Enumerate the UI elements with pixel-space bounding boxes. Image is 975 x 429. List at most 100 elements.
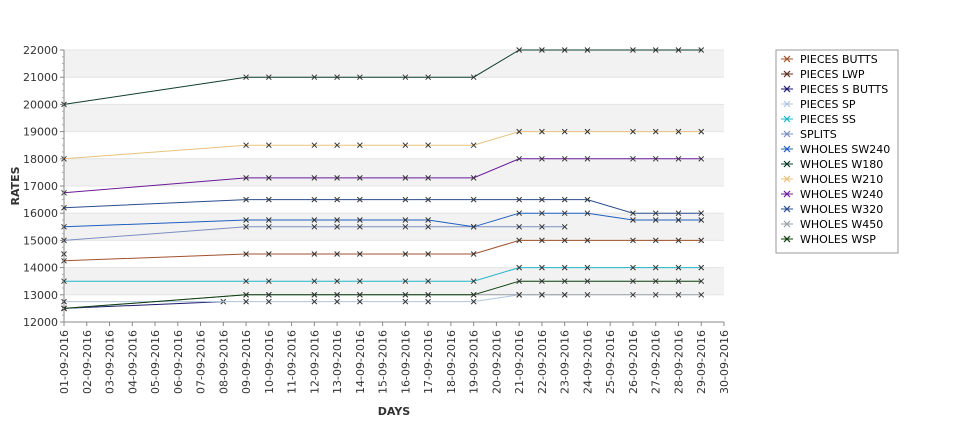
x-tick-label: 16-09-2016 xyxy=(399,330,412,394)
data-point xyxy=(698,210,705,217)
data-point xyxy=(652,210,659,217)
x-tick-label: 12-09-2016 xyxy=(308,330,321,394)
data-point xyxy=(402,298,409,305)
data-point xyxy=(265,142,272,149)
data-point xyxy=(652,155,659,162)
x-tick-label: 05-09-2016 xyxy=(149,330,162,394)
data-point xyxy=(470,142,477,149)
legend-label: WHOLES WSP xyxy=(800,233,876,246)
data-point xyxy=(425,217,431,223)
x-tick-label: 01-09-2016 xyxy=(58,330,71,394)
data-point xyxy=(402,174,409,181)
data-point xyxy=(265,251,272,257)
y-axis: 12000 13000 14000 15000 16000 17000 18000 19000… xyxy=(23,44,64,329)
data-point xyxy=(516,196,523,203)
x-tick-label: 27-09-2016 xyxy=(650,330,663,394)
legend-label: PIECES S BUTTS xyxy=(800,83,888,96)
grid-band xyxy=(64,50,724,78)
y-tick-label: 13000 xyxy=(23,289,58,302)
data-point xyxy=(584,196,591,203)
data-point xyxy=(334,251,340,257)
data-point xyxy=(630,264,636,271)
data-point xyxy=(357,298,363,305)
data-point xyxy=(561,264,568,271)
data-point xyxy=(243,223,249,230)
data-point xyxy=(539,128,545,135)
data-point xyxy=(516,278,523,285)
data-point xyxy=(311,217,318,223)
data-point xyxy=(561,237,568,244)
grid-band xyxy=(64,158,724,186)
data-point xyxy=(425,74,431,81)
x-tick-label: 22-09-2016 xyxy=(536,330,549,394)
legend: PIECES BUTTS PIECES LWP PIECES S BUTTS PIEC… xyxy=(775,49,899,254)
x-tick-label: 04-09-2016 xyxy=(126,330,139,394)
data-point xyxy=(425,196,431,203)
data-point xyxy=(265,217,272,223)
data-point xyxy=(334,223,340,230)
data-point xyxy=(357,217,363,223)
series xyxy=(61,128,705,162)
data-point xyxy=(698,237,705,244)
grid-band xyxy=(64,104,724,132)
x-tick-label: 18-09-2016 xyxy=(445,330,458,394)
grid-band xyxy=(64,77,724,105)
data-point xyxy=(357,291,363,298)
data-point xyxy=(311,291,318,298)
data-point xyxy=(334,74,340,81)
series-layer xyxy=(61,47,705,312)
data-point xyxy=(561,196,568,203)
data-point xyxy=(652,128,659,135)
x-tick-label: 28-09-2016 xyxy=(672,330,685,394)
data-point xyxy=(516,223,523,230)
y-tick-label: 20000 xyxy=(23,98,58,111)
legend-item: PIECES BUTTS xyxy=(781,53,878,66)
series-line xyxy=(63,301,224,309)
legend-item: PIECES S BUTTS xyxy=(781,83,888,96)
legend-item: WHOLES W450 xyxy=(781,218,883,231)
data-point xyxy=(652,237,659,244)
data-point xyxy=(425,291,431,298)
data-point xyxy=(584,278,591,285)
data-point xyxy=(470,196,477,203)
data-point xyxy=(425,278,431,285)
data-point xyxy=(357,174,363,181)
series xyxy=(61,155,705,196)
data-point xyxy=(243,217,249,223)
data-point xyxy=(698,264,705,271)
data-point xyxy=(357,74,363,81)
data-point xyxy=(539,210,545,217)
legend-label: WHOLES W450 xyxy=(800,218,883,231)
data-point xyxy=(698,155,705,162)
data-point xyxy=(357,142,363,149)
data-point xyxy=(516,47,523,53)
data-point xyxy=(539,47,545,53)
data-point xyxy=(584,128,591,135)
data-point xyxy=(425,142,431,149)
data-point xyxy=(243,251,249,257)
legend-label: PIECES SS xyxy=(800,113,856,126)
grid-band xyxy=(64,294,724,322)
legend-item: WHOLES W180 xyxy=(781,158,883,171)
data-point xyxy=(584,155,591,162)
data-point xyxy=(425,223,431,230)
data-point xyxy=(561,47,568,53)
data-point xyxy=(334,196,340,203)
data-point xyxy=(675,264,682,271)
data-point xyxy=(630,128,636,135)
data-point xyxy=(311,223,318,230)
data-point xyxy=(516,210,523,217)
data-point xyxy=(243,298,249,305)
data-point xyxy=(311,142,318,149)
data-point xyxy=(698,217,705,223)
data-point xyxy=(265,298,272,305)
data-point xyxy=(539,223,545,230)
data-point xyxy=(243,291,249,298)
data-point xyxy=(584,264,591,271)
data-point xyxy=(470,223,477,230)
data-point xyxy=(652,278,659,285)
data-point xyxy=(675,278,682,285)
data-point xyxy=(425,251,431,257)
data-point xyxy=(243,142,249,149)
y-tick-label: 19000 xyxy=(23,126,58,139)
